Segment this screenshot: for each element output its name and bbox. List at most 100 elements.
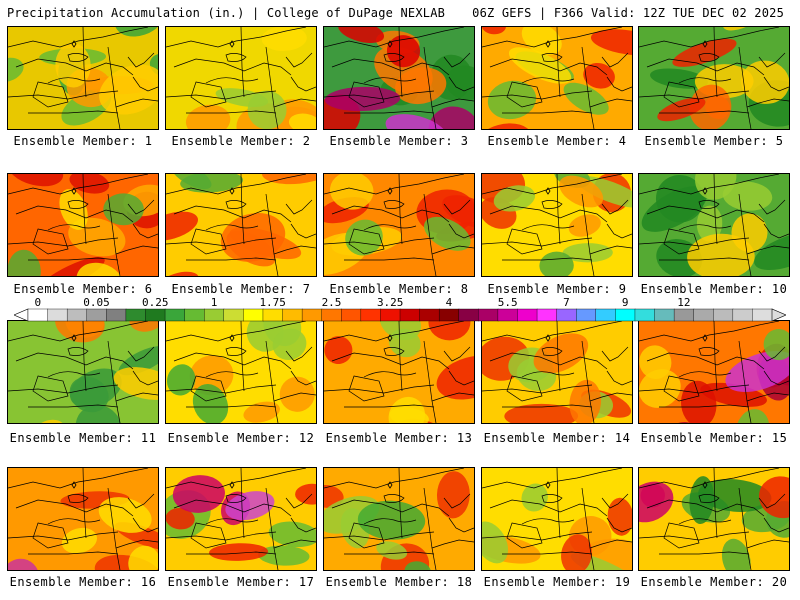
state-boundary bbox=[205, 371, 259, 378]
state-boundary bbox=[448, 517, 474, 533]
state-boundary bbox=[606, 370, 632, 386]
page-title: Precipitation Accumulation (in.) | Colle… bbox=[7, 6, 446, 20]
colorbar-segment bbox=[673, 308, 695, 322]
precip-contour-region bbox=[562, 243, 613, 263]
precip-map bbox=[8, 27, 158, 129]
state-boundary bbox=[324, 174, 465, 195]
state-boundary bbox=[265, 46, 279, 129]
colorbar-tick-label: 3.25 bbox=[376, 296, 404, 309]
precip-contour-region bbox=[338, 27, 385, 43]
state-boundary bbox=[448, 76, 474, 92]
state-boundary bbox=[639, 90, 750, 100]
state-boundary bbox=[763, 223, 789, 239]
state-boundary bbox=[173, 352, 292, 370]
state-boundary bbox=[324, 321, 465, 342]
state-boundary bbox=[431, 245, 474, 255]
ensemble-member-label: Ensemble Member: 15 bbox=[640, 431, 788, 445]
state-boundary bbox=[383, 200, 405, 209]
precip-contour-region bbox=[423, 216, 471, 251]
state-boundary bbox=[581, 193, 595, 276]
state-boundary bbox=[663, 522, 700, 549]
colorbar-segment bbox=[282, 308, 303, 322]
state-boundary bbox=[348, 81, 385, 108]
state-boundary bbox=[423, 46, 437, 129]
colorbar-segment bbox=[262, 308, 284, 322]
state-boundary bbox=[331, 205, 450, 223]
state-boundary bbox=[285, 493, 313, 509]
precip-contour-region bbox=[533, 333, 589, 374]
state-boundary bbox=[240, 468, 245, 539]
state-boundary bbox=[115, 392, 158, 402]
state-boundary bbox=[273, 98, 316, 108]
state-boundary bbox=[521, 224, 575, 231]
state-boundary bbox=[482, 174, 623, 195]
state-boundary bbox=[443, 493, 471, 509]
ensemble-member-map bbox=[7, 173, 159, 277]
location-marker-icon bbox=[545, 481, 551, 489]
state-boundary bbox=[115, 539, 158, 549]
colorbar-segment bbox=[458, 308, 479, 322]
precip-contour-region bbox=[568, 214, 601, 237]
state-boundary bbox=[47, 518, 101, 525]
state-boundary bbox=[639, 237, 750, 247]
state-boundary bbox=[173, 205, 292, 223]
state-boundary bbox=[8, 237, 119, 247]
state-boundary bbox=[398, 27, 403, 98]
state-boundary bbox=[28, 404, 119, 408]
state-boundary bbox=[32, 228, 69, 255]
state-boundary bbox=[383, 494, 405, 503]
location-marker-icon bbox=[229, 334, 235, 342]
precip-contour-region bbox=[650, 68, 708, 89]
state-boundary bbox=[15, 352, 134, 370]
state-boundary bbox=[15, 58, 134, 76]
precip-contour-region bbox=[445, 65, 474, 101]
state-boundary bbox=[290, 223, 316, 239]
state-boundary bbox=[240, 321, 245, 392]
state-boundary bbox=[678, 518, 732, 525]
state-boundary bbox=[746, 245, 789, 255]
state-boundary bbox=[482, 531, 593, 541]
ensemble-member-map bbox=[481, 467, 633, 571]
colorbar-segment bbox=[595, 308, 616, 322]
state-boundary bbox=[15, 499, 134, 517]
state-boundary bbox=[541, 347, 563, 356]
state-boundary bbox=[482, 90, 593, 100]
location-marker-icon bbox=[387, 40, 393, 48]
state-boundary bbox=[132, 223, 158, 239]
colorbar-segment bbox=[654, 308, 675, 322]
colorbar-tick-label: 1.75 bbox=[259, 296, 286, 309]
state-boundary bbox=[506, 228, 543, 255]
precip-contour-region bbox=[166, 507, 195, 530]
colorbar-segment bbox=[301, 308, 323, 322]
precip-contour-region bbox=[482, 27, 506, 35]
precip-contour-region bbox=[436, 471, 470, 519]
colorbar-max-arrow bbox=[771, 308, 786, 322]
colorbar-segment bbox=[556, 308, 577, 322]
state-boundary bbox=[8, 90, 119, 100]
colorbar-segment bbox=[86, 308, 107, 322]
state-boundary bbox=[383, 53, 405, 62]
location-marker-icon bbox=[545, 40, 551, 48]
state-boundary bbox=[205, 77, 259, 84]
ensemble-member-label: Ensemble Member: 14 bbox=[483, 431, 631, 445]
state-boundary bbox=[190, 228, 227, 255]
colorbar-segment bbox=[634, 308, 656, 322]
precip-contour-region bbox=[8, 558, 39, 570]
state-boundary bbox=[521, 77, 575, 84]
state-boundary bbox=[581, 487, 595, 570]
precip-contour-region bbox=[345, 219, 383, 256]
ensemble-member-map bbox=[323, 320, 475, 424]
precip-contour-region bbox=[76, 262, 125, 276]
state-boundary bbox=[166, 90, 277, 100]
precip-contour-region bbox=[639, 369, 681, 408]
state-boundary bbox=[205, 224, 259, 231]
state-boundary bbox=[324, 531, 435, 541]
precip-map bbox=[482, 27, 632, 129]
precip-contour-region bbox=[103, 193, 144, 226]
state-boundary bbox=[348, 375, 385, 402]
state-boundary bbox=[8, 531, 119, 541]
precip-contour-region bbox=[388, 328, 421, 358]
colorbar-segment bbox=[536, 308, 558, 322]
ensemble-member-map bbox=[7, 467, 159, 571]
precip-contour-region bbox=[324, 336, 353, 364]
